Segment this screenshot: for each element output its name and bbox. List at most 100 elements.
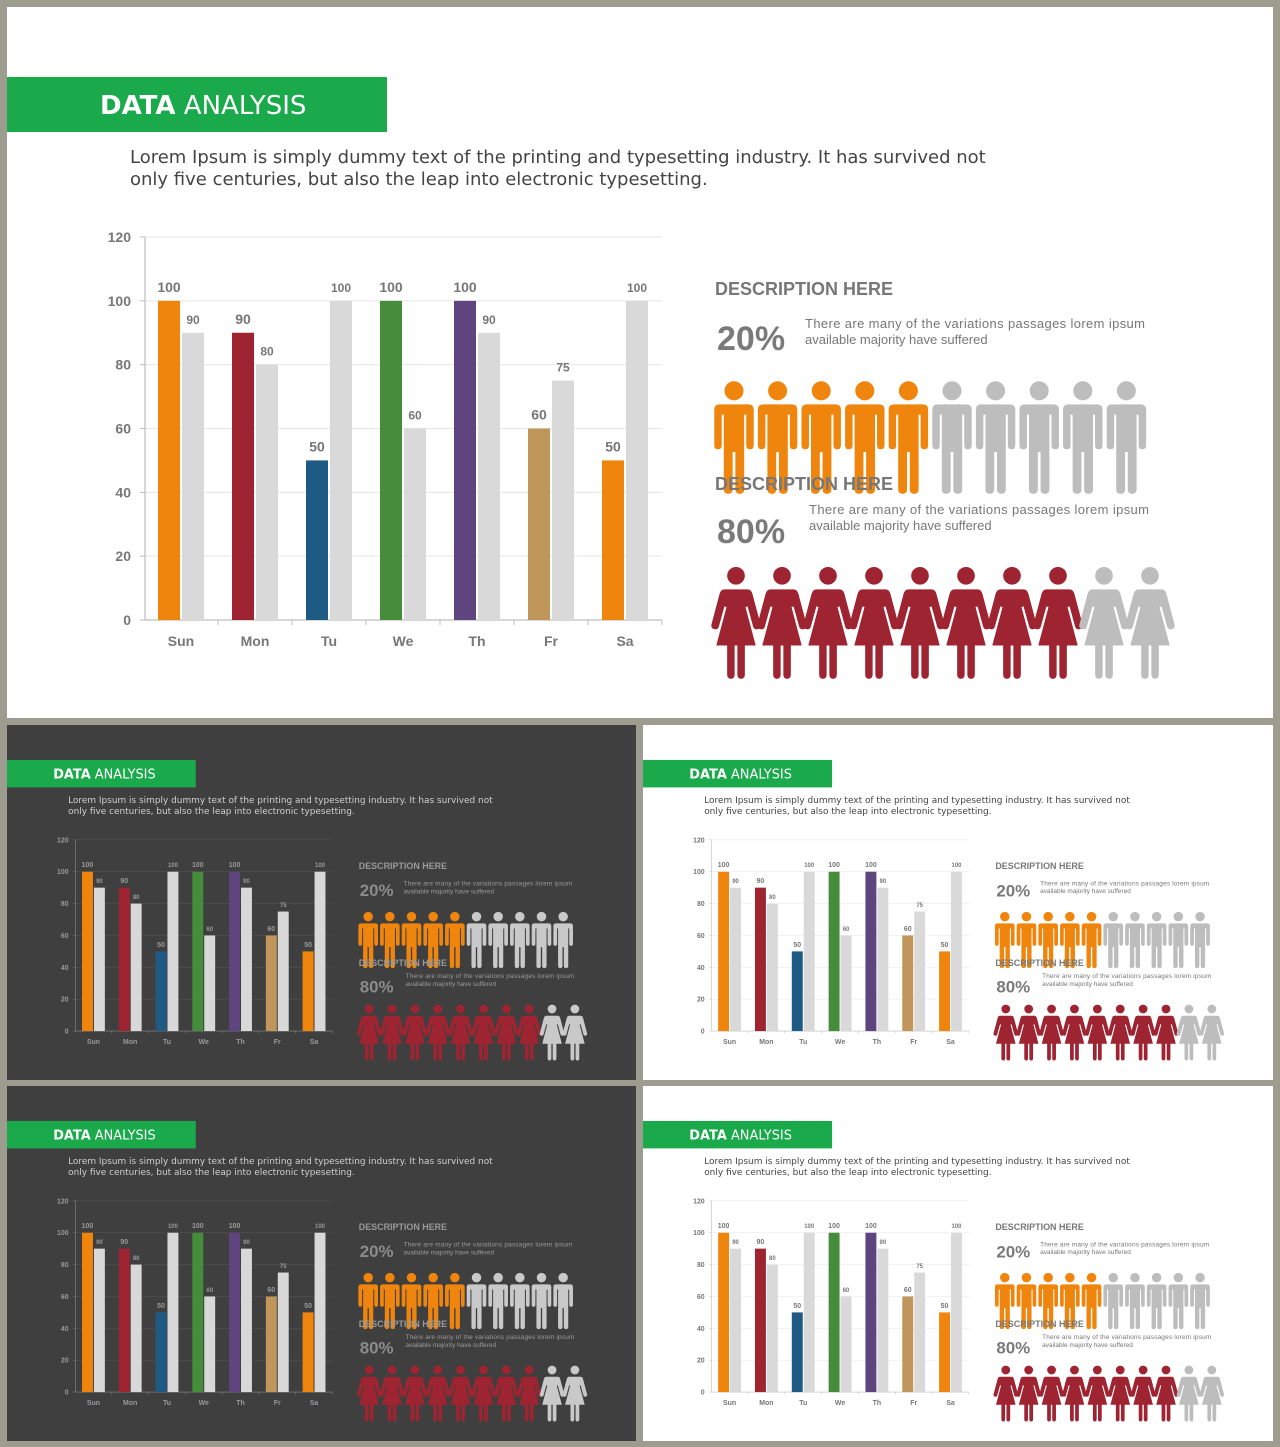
bar-series1-mon bbox=[754, 1248, 766, 1393]
page-title-rest: ANALYSIS bbox=[727, 1128, 792, 1143]
bar-series1-th bbox=[865, 1232, 877, 1393]
female-person-icon bbox=[1016, 1365, 1041, 1422]
page-title-rest: ANALYSIS bbox=[91, 1128, 156, 1143]
data-label-series2: 80 bbox=[133, 1256, 140, 1262]
male-person-icon bbox=[994, 1272, 1015, 1330]
data-label-series2: 100 bbox=[804, 1224, 815, 1230]
female-person-icon bbox=[803, 566, 853, 679]
description-heading: DESCRIPTION HERE bbox=[995, 958, 1084, 968]
female-person-icon bbox=[1130, 1365, 1156, 1422]
infographic-1: DESCRIPTION HERE 20% There are many of the… bbox=[358, 1222, 573, 1330]
data-label-series2: 100 bbox=[952, 1224, 963, 1230]
bar-series2-we bbox=[204, 935, 216, 1032]
x-tick-label: We bbox=[199, 1039, 209, 1046]
male-person-icon bbox=[1103, 1272, 1124, 1330]
male-person-icon bbox=[1016, 911, 1037, 969]
slide-light-1: DATA ANALYSIS Lorem Ipsum is simply dummy… bbox=[643, 725, 1273, 1080]
x-tick-label: Th bbox=[873, 1400, 882, 1407]
bar-series1-th bbox=[229, 1232, 241, 1393]
data-label-series2: 60 bbox=[408, 409, 422, 423]
y-tick-label: 20 bbox=[697, 997, 705, 1004]
x-tick-label: We bbox=[835, 1400, 845, 1407]
bar-series2-sun bbox=[93, 1248, 105, 1393]
bar-series2-fr bbox=[914, 1272, 926, 1393]
female-person-icon bbox=[471, 1365, 496, 1422]
data-label-series1: 50 bbox=[793, 942, 801, 949]
data-label-series2: 90 bbox=[880, 879, 887, 885]
bar-series2-sa bbox=[951, 1232, 962, 1393]
data-label-series1: 50 bbox=[304, 942, 312, 949]
data-label-series2: 90 bbox=[243, 879, 250, 885]
data-label-series1: 100 bbox=[192, 1223, 204, 1230]
percent-value: 20% bbox=[360, 881, 394, 900]
y-tick-label: 40 bbox=[697, 1326, 705, 1333]
male-person-icon bbox=[401, 911, 422, 969]
x-tick-label: Tu bbox=[321, 633, 337, 649]
y-tick-label: 40 bbox=[61, 965, 69, 972]
bar-series1-sun bbox=[82, 871, 93, 1032]
page-title-bold: DATA bbox=[100, 91, 176, 121]
bar-series1-tu bbox=[155, 951, 167, 1032]
male-person-icon bbox=[1038, 911, 1058, 969]
x-tick-label: Th bbox=[236, 1039, 244, 1046]
female-person-icon bbox=[516, 1365, 542, 1422]
data-label-series1: 100 bbox=[82, 862, 94, 869]
female-person-icon bbox=[516, 1004, 542, 1061]
bar-series2-tu bbox=[167, 1232, 179, 1393]
x-tick-label: Tu bbox=[163, 1039, 171, 1046]
data-label-series2: 80 bbox=[260, 345, 274, 359]
y-tick-label: 40 bbox=[115, 484, 131, 500]
female-person-icon bbox=[471, 1004, 496, 1061]
female-person-icon bbox=[757, 566, 807, 679]
y-tick-label: 100 bbox=[108, 293, 132, 309]
bar-series2-sa bbox=[314, 871, 326, 1032]
x-tick-label: Sun bbox=[723, 1400, 736, 1407]
male-person-icon bbox=[358, 1272, 379, 1330]
title-banner bbox=[643, 759, 833, 788]
description-heading: DESCRIPTION HERE bbox=[359, 1319, 447, 1329]
description-text-line-2: available majority have suffered bbox=[403, 888, 494, 895]
description-text-line-1: There are many of the variations passage… bbox=[405, 1334, 574, 1341]
data-label-series2: 60 bbox=[843, 1288, 850, 1294]
bar-series1-we bbox=[828, 1232, 840, 1393]
bar-series2-mon bbox=[256, 364, 278, 620]
bar-series1-sa bbox=[302, 951, 314, 1032]
bar-series1-fr bbox=[265, 935, 277, 1032]
intro-text-line-1: Lorem Ipsum is simply dummy text of the … bbox=[704, 796, 1130, 806]
data-label-series2: 80 bbox=[769, 895, 776, 901]
infographic-1: DESCRIPTION HERE 20% There are many of the… bbox=[714, 279, 1147, 494]
description-text-line-1: There are many of the variations passage… bbox=[1042, 973, 1211, 980]
bar-series1-sun bbox=[82, 1232, 93, 1393]
bar-series1-sa bbox=[939, 951, 951, 1032]
description-heading: DESCRIPTION HERE bbox=[715, 279, 893, 299]
data-label-series1: 100 bbox=[865, 1223, 877, 1230]
male-person-icon bbox=[488, 1272, 508, 1330]
x-tick-label: Th bbox=[236, 1400, 244, 1407]
female-person-icon bbox=[562, 1365, 588, 1422]
female-person-icon bbox=[711, 566, 761, 679]
x-tick-label: Sa bbox=[310, 1400, 319, 1407]
y-tick-label: 100 bbox=[693, 869, 705, 876]
x-tick-label: Sa bbox=[310, 1039, 319, 1046]
bar-chart: 0 20 40 60 80 100 120 100 90 Sun 90 80 Mon 50 100 Tu 100… bbox=[108, 229, 663, 649]
data-label-series1: 60 bbox=[531, 407, 547, 423]
slide-canvas: DATA ANALYSIS Lorem Ipsum is simply dummy… bbox=[7, 1120, 588, 1422]
y-tick-label: 40 bbox=[61, 1326, 69, 1333]
x-tick-label: Fr bbox=[910, 1039, 917, 1046]
male-person-icon bbox=[553, 1272, 573, 1330]
bar-series1-sa bbox=[302, 1312, 314, 1393]
y-tick-label: 0 bbox=[701, 1029, 705, 1036]
female-person-icon bbox=[849, 566, 899, 679]
intro-text-line-1: Lorem Ipsum is simply dummy text of the … bbox=[704, 1157, 1130, 1167]
data-label-series1: 50 bbox=[309, 438, 325, 454]
bar-series2-th bbox=[877, 887, 889, 1032]
female-person-icon bbox=[379, 1004, 405, 1061]
female-person-icon bbox=[1199, 1365, 1225, 1422]
data-label-series1: 90 bbox=[757, 878, 765, 885]
y-tick-label: 60 bbox=[697, 933, 705, 940]
data-label-series2: 75 bbox=[280, 1264, 287, 1270]
percent-value: 20% bbox=[996, 881, 1030, 900]
male-person-icon bbox=[1106, 381, 1147, 494]
intro-text-line-1: Lorem Ipsum is simply dummy text of the … bbox=[68, 796, 493, 806]
data-label-series2: 90 bbox=[186, 313, 200, 327]
